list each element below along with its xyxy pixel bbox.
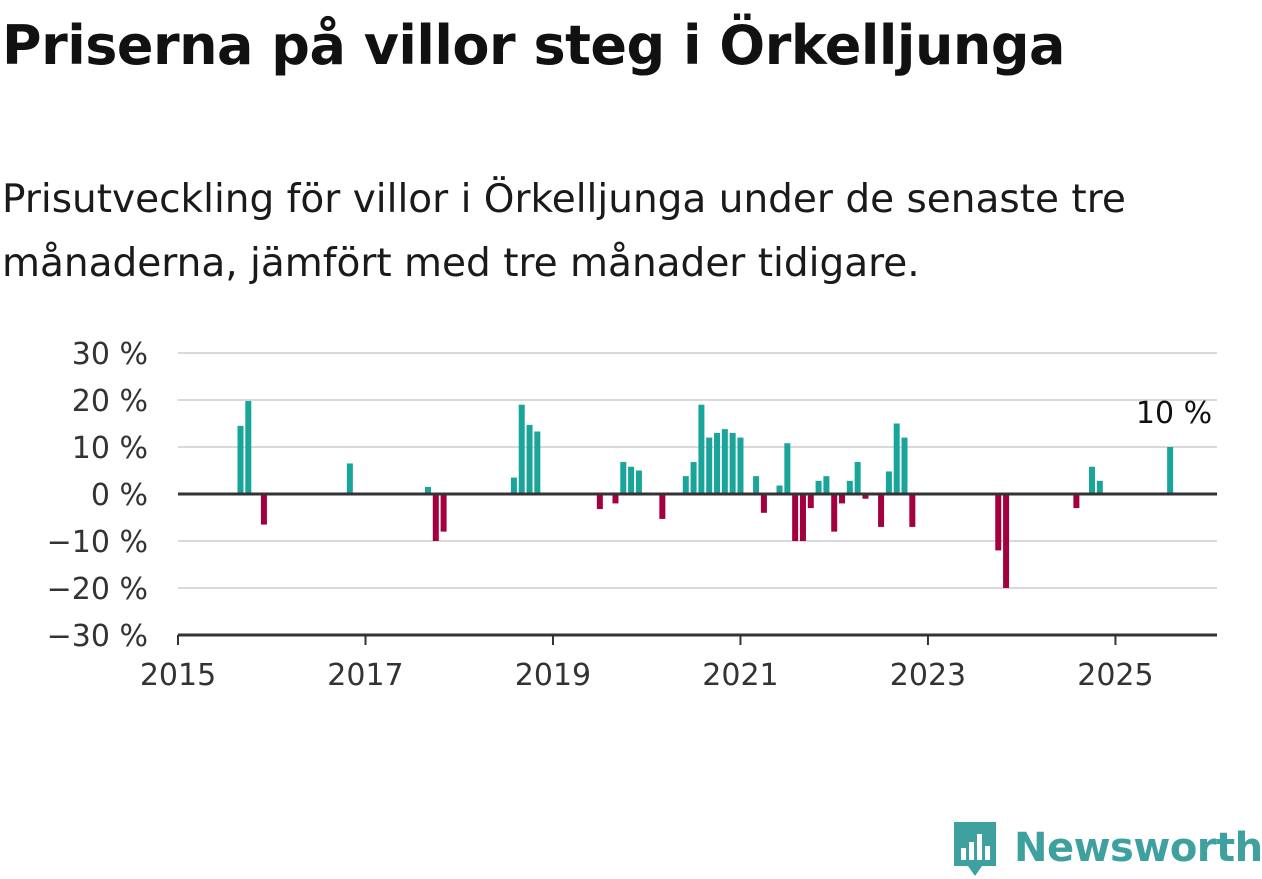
chart-subtitle: Prisutveckling för villor i Örkelljunga …	[2, 177, 1126, 286]
bar	[659, 494, 666, 519]
y-tick-label: −10 %	[47, 525, 148, 560]
bar	[792, 494, 799, 541]
bar	[526, 424, 533, 494]
bar	[909, 494, 916, 527]
bar	[682, 476, 689, 494]
bar	[799, 494, 806, 541]
brand-name: Newsworthy	[1014, 825, 1262, 871]
y-tick-label: 0 %	[91, 478, 148, 513]
bar	[698, 404, 705, 494]
bar	[510, 477, 517, 494]
bar	[237, 425, 244, 494]
bar	[690, 462, 697, 494]
bar	[534, 431, 541, 494]
bar	[831, 494, 838, 532]
bar	[612, 494, 619, 504]
x-tick-label: 2025	[1077, 658, 1153, 693]
bar	[878, 494, 885, 527]
bar	[1096, 480, 1103, 494]
bar	[901, 437, 908, 494]
bar	[424, 486, 431, 494]
bar	[1167, 447, 1174, 494]
x-tick-label: 2015	[140, 658, 216, 693]
bar	[245, 400, 252, 494]
bar	[635, 470, 642, 494]
bar	[432, 494, 439, 541]
bar	[1003, 494, 1010, 588]
bar	[885, 471, 892, 494]
bar	[737, 437, 744, 494]
bar	[1073, 494, 1080, 509]
x-tick-label: 2021	[702, 658, 778, 693]
bar	[346, 463, 353, 494]
bar	[839, 494, 846, 504]
y-tick-label: −30 %	[47, 619, 148, 654]
bar	[760, 494, 767, 513]
newsworthy-logo-icon	[954, 822, 996, 876]
y-tick-label: 10 %	[72, 431, 148, 466]
bar	[807, 494, 814, 509]
bar	[1089, 466, 1096, 494]
bar	[893, 423, 900, 494]
y-tick-label: −20 %	[47, 572, 148, 607]
bar	[776, 485, 783, 494]
brand-logo: Newsworthy	[950, 818, 1262, 878]
bar	[823, 476, 830, 494]
bar-chart: 30 % 20 % 10 % 0 % −10 % −20 % −30 % 2015 2017 20…	[47, 337, 1217, 693]
x-tick-label: 2019	[515, 658, 591, 693]
bar	[518, 404, 525, 494]
bar	[729, 432, 736, 494]
bar	[862, 494, 869, 499]
bar	[784, 443, 791, 494]
bar	[440, 494, 447, 532]
bar	[753, 476, 760, 494]
bar	[596, 494, 603, 510]
bar	[721, 429, 728, 494]
bar	[706, 437, 713, 494]
bar	[995, 494, 1002, 551]
chart-title: Priserna på villor steg i Örkelljunga	[2, 14, 1065, 77]
y-tick-label: 30 %	[72, 337, 148, 372]
bar	[714, 432, 721, 494]
x-tick-label: 2023	[890, 658, 966, 693]
bar	[846, 480, 853, 494]
bar	[620, 462, 627, 494]
x-tick-label: 2017	[327, 658, 403, 693]
latest-value-label: 10 %	[1136, 396, 1212, 431]
bar	[260, 494, 267, 525]
y-tick-label: 20 %	[72, 384, 148, 419]
bar	[628, 466, 635, 494]
bar	[815, 480, 822, 494]
bar	[854, 462, 861, 494]
